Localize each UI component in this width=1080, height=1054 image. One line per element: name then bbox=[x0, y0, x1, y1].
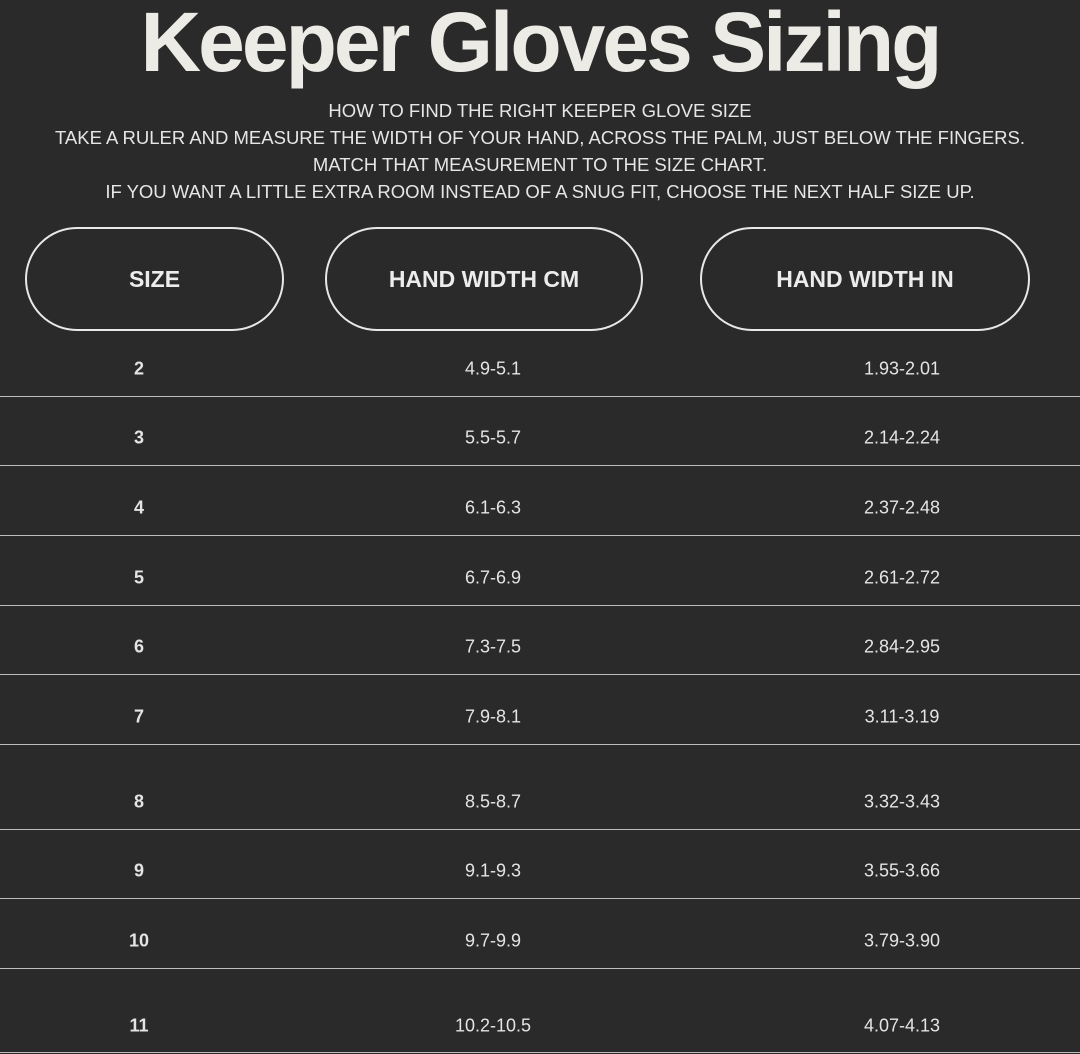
hand-width-cm-cell: 6.7-6.9 bbox=[464, 567, 522, 588]
hand-width-in-cell: 2.37-2.48 bbox=[863, 497, 941, 518]
header-hand-width-cm: HAND WIDTH CM bbox=[325, 227, 643, 331]
table-row: 6 7.3-7.5 2.84-2.95 bbox=[0, 606, 1080, 675]
header-size: SIZE bbox=[25, 227, 284, 331]
size-cell: 6 bbox=[133, 636, 145, 657]
table-row: 3 5.5-5.7 2.14-2.24 bbox=[0, 397, 1080, 466]
hand-width-in-cell: 2.14-2.24 bbox=[863, 427, 941, 448]
hand-width-cm-cell: 9.1-9.3 bbox=[464, 860, 522, 881]
hand-width-in-cell: 4.07-4.13 bbox=[863, 1015, 941, 1036]
header-hand-width-in: HAND WIDTH IN bbox=[700, 227, 1030, 331]
hand-width-in-cell: 1.93-2.01 bbox=[863, 358, 941, 379]
table-row: 7 7.9-8.1 3.11-3.19 bbox=[0, 675, 1080, 745]
table-row: 11 10.2-10.5 4.07-4.13 bbox=[0, 969, 1080, 1053]
hand-width-in-cell: 3.55-3.66 bbox=[863, 860, 941, 881]
hand-width-cm-cell: 7.9-8.1 bbox=[464, 706, 522, 727]
hand-width-in-cell: 2.84-2.95 bbox=[863, 636, 941, 657]
size-cell: 7 bbox=[133, 706, 145, 727]
hand-width-in-cell: 2.61-2.72 bbox=[863, 567, 941, 588]
size-cell: 4 bbox=[133, 497, 145, 518]
table-row: 2 4.9-5.1 1.93-2.01 bbox=[0, 333, 1080, 397]
instruction-line: TAKE A RULER AND MEASURE THE WIDTH OF YO… bbox=[54, 127, 1026, 148]
instruction-heading: HOW TO FIND THE RIGHT KEEPER GLOVE SIZE bbox=[328, 100, 752, 121]
table-row: 8 8.5-8.7 3.32-3.43 bbox=[0, 745, 1080, 830]
size-cell: 3 bbox=[133, 427, 145, 448]
table-row: 9 9.1-9.3 3.55-3.66 bbox=[0, 830, 1080, 899]
sizing-instructions: HOW TO FIND THE RIGHT KEEPER GLOVE SIZE … bbox=[0, 97, 1080, 205]
table-row: 4 6.1-6.3 2.37-2.48 bbox=[0, 466, 1080, 536]
size-cell: 8 bbox=[133, 791, 145, 812]
size-cell: 10 bbox=[128, 930, 150, 951]
page-title: Keeper Gloves Sizing bbox=[140, 0, 943, 89]
hand-width-cm-cell: 8.5-8.7 bbox=[464, 791, 522, 812]
hand-width-in-cell: 3.32-3.43 bbox=[863, 791, 941, 812]
instruction-line: MATCH THAT MEASUREMENT TO THE SIZE CHART… bbox=[312, 154, 768, 175]
hand-width-in-cell: 3.79-3.90 bbox=[863, 930, 941, 951]
size-cell: 5 bbox=[133, 567, 145, 588]
hand-width-in-cell: 3.11-3.19 bbox=[864, 706, 940, 727]
hand-width-cm-cell: 6.1-6.3 bbox=[464, 497, 522, 518]
hand-width-cm-cell: 9.7-9.9 bbox=[464, 930, 522, 951]
hand-width-cm-cell: 7.3-7.5 bbox=[464, 636, 522, 657]
table-row: 5 6.7-6.9 2.61-2.72 bbox=[0, 536, 1080, 606]
size-cell: 11 bbox=[129, 1015, 149, 1036]
hand-width-cm-cell: 4.9-5.1 bbox=[464, 358, 522, 379]
size-cell: 9 bbox=[133, 860, 145, 881]
size-cell: 2 bbox=[133, 358, 145, 379]
instruction-line: IF YOU WANT A LITTLE EXTRA ROOM INSTEAD … bbox=[105, 181, 975, 202]
table-row: 10 9.7-9.9 3.79-3.90 bbox=[0, 899, 1080, 969]
hand-width-cm-cell: 5.5-5.7 bbox=[464, 427, 522, 448]
hand-width-cm-cell: 10.2-10.5 bbox=[454, 1015, 532, 1036]
